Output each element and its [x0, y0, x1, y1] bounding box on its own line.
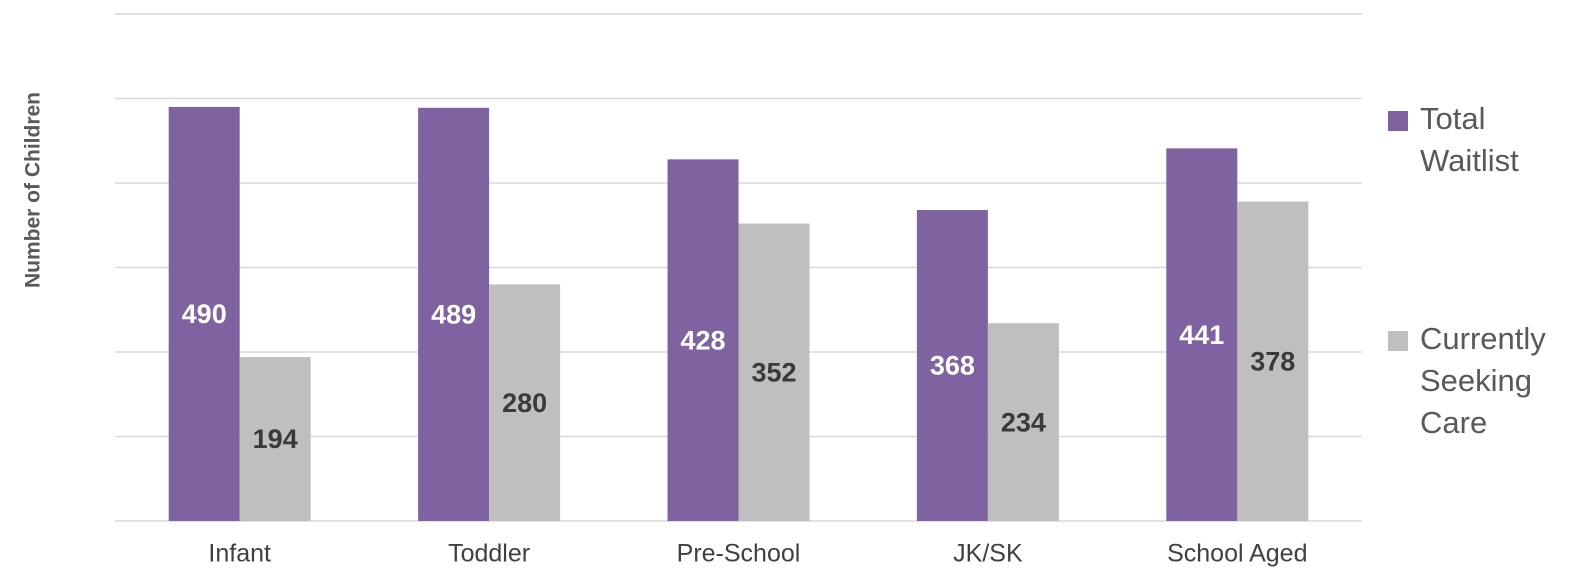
x-tick-label: Infant — [208, 540, 271, 568]
bar — [1166, 148, 1238, 522]
legend-item: Currently Seeking Care — [1388, 318, 1573, 444]
legend-swatch — [1388, 111, 1408, 131]
bar — [987, 323, 1059, 521]
data-label: 378 — [1250, 346, 1295, 376]
bar — [916, 210, 988, 522]
bar — [239, 357, 311, 521]
legend-label: Total Waitlist — [1420, 101, 1519, 178]
x-tick-label: JK/SK — [953, 540, 1023, 568]
data-label: 489 — [431, 300, 476, 330]
legend-swatch — [1388, 331, 1408, 351]
data-label: 441 — [1179, 320, 1224, 350]
bar — [489, 284, 561, 521]
data-label: 368 — [930, 351, 975, 381]
bar — [418, 107, 490, 522]
data-label: 194 — [253, 424, 298, 454]
x-tick-label: School Aged — [1167, 540, 1307, 568]
legend-item: Total Waitlist — [1388, 98, 1573, 182]
bar — [667, 159, 739, 521]
data-label: 352 — [751, 357, 796, 387]
x-tick-label: Toddler — [448, 540, 530, 568]
data-label: 280 — [502, 388, 547, 418]
data-label: 490 — [182, 299, 227, 329]
legend-label: Currently Seeking Care — [1420, 321, 1546, 440]
data-label: 234 — [1001, 407, 1046, 437]
bar — [1237, 201, 1309, 521]
bar — [168, 106, 240, 521]
bar — [738, 223, 810, 521]
y-axis-label: Number of Children — [22, 92, 45, 288]
x-tick-label: Pre-School — [677, 540, 801, 568]
data-label: 428 — [680, 325, 725, 355]
